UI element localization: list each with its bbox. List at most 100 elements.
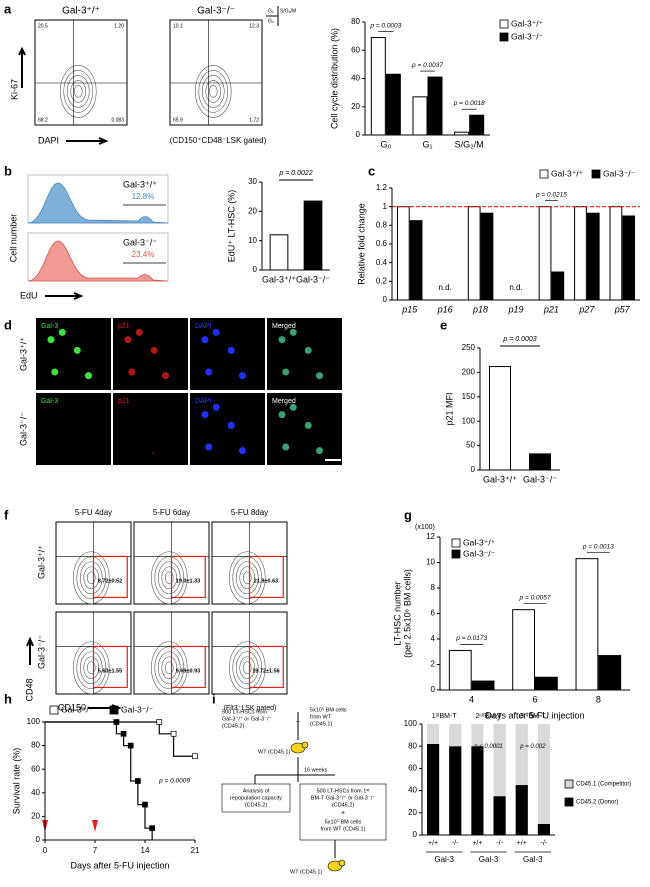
group-title: 1ˢᵗBM-T (432, 713, 458, 720)
y-axis-label: LT-HSC number (392, 581, 402, 645)
bar-segment (471, 746, 484, 835)
label: S/G₂/M (280, 8, 296, 14)
cell (278, 336, 286, 344)
annotation: p = 0.0003 (369, 22, 401, 29)
bar (529, 453, 551, 471)
legend-label: Gal-3⁻/⁻ (603, 168, 636, 178)
contour (63, 70, 94, 113)
contour (194, 65, 232, 118)
legend-swatch (564, 797, 574, 807)
cell (278, 411, 286, 419)
label: G₁ (268, 8, 274, 14)
x-axis-label: Days after 5-FU injection (485, 710, 584, 720)
y-tick-label: 0.4 (376, 258, 388, 267)
cell (289, 328, 297, 336)
group-title: 2ⁿᵈBM-T (475, 713, 502, 720)
bar (471, 680, 495, 691)
contour (154, 556, 185, 600)
y-tick-label: 0 (471, 465, 476, 474)
annotation: p = 0.002 (519, 744, 546, 750)
y-tick-label: 250 (462, 343, 476, 352)
cell (47, 336, 55, 344)
label: from WT (310, 714, 332, 720)
cell (152, 452, 154, 454)
injection-marker (92, 820, 98, 832)
label: G₀ (268, 18, 274, 24)
label: 23.4% (132, 250, 155, 259)
annotation: p = 0.0003 (502, 336, 536, 343)
cell (282, 368, 290, 376)
label: (Flt3⁻LSK gated) (224, 705, 277, 712)
cell (282, 443, 290, 451)
x-tick-label: +/+ (517, 840, 527, 847)
contour (239, 656, 256, 680)
gate (248, 555, 284, 599)
row-label: Gal-3⁺/⁺ (18, 337, 28, 371)
x-tick-label: p16 (437, 304, 453, 314)
legend-swatch (591, 169, 601, 179)
contour (83, 656, 100, 680)
bar-segment (449, 724, 462, 747)
cell (239, 447, 246, 455)
x-tick-label: p57 (614, 304, 631, 314)
bar (551, 271, 565, 301)
micrograph (267, 393, 342, 465)
annotation: p = 0.0037 (411, 62, 443, 69)
label: Merged (272, 398, 296, 405)
legend-label: Gal-3⁺/⁺ (61, 704, 94, 714)
legend-label: Gal-3⁻/⁻ (511, 31, 544, 41)
micrograph (190, 318, 265, 390)
cell (162, 372, 169, 380)
cell (227, 421, 235, 429)
y-tick-label: 10 (248, 236, 257, 245)
y-tick-label: 20 (31, 812, 40, 821)
group-label: Gal-3 (523, 855, 543, 864)
y-tick-label: 150 (462, 392, 476, 401)
cell (304, 346, 312, 354)
legend-label: Gal-3⁺/⁺ (463, 537, 496, 547)
contour (79, 561, 103, 595)
bar (412, 96, 428, 136)
label: (CD150⁺CD48⁻LSK gated) (170, 136, 267, 145)
contour (86, 571, 96, 585)
y-axis-label: Cell cycle distribution (%) (329, 28, 339, 129)
y-tick-label: 0 (36, 835, 41, 844)
legend-swatch (499, 19, 509, 29)
cell (201, 336, 209, 344)
label: 65.9 (173, 117, 183, 123)
x-tick-label: p18 (472, 304, 488, 314)
bar-segment (426, 724, 440, 744)
legend-label: CD45.2 (Donor) (576, 800, 618, 806)
gate-key (266, 5, 326, 27)
micrograph (113, 393, 188, 465)
label: (x100) (415, 524, 435, 531)
contour (232, 646, 263, 690)
x-tick-label: 14 (141, 846, 150, 855)
bar-segment (426, 743, 440, 835)
annotation: p = 0.0173 (455, 635, 487, 642)
label: BM-T Gal-3⁺/⁺ or Gal-3⁻/⁻ (311, 794, 375, 801)
contour (150, 551, 188, 605)
bar-segment (515, 785, 528, 835)
annotation: p = 0.0013 (582, 543, 614, 550)
annotation: n.d. (438, 283, 451, 292)
y-tick-label: 0 (356, 130, 361, 139)
panel-label: d (4, 317, 12, 332)
contour (79, 651, 103, 685)
cell (227, 346, 235, 354)
x-tick-label: S/G₂/M (455, 139, 484, 149)
contour (86, 661, 96, 675)
contour (83, 566, 100, 590)
flow-plot (34, 19, 128, 126)
contour (208, 85, 218, 98)
y-tick-label: 80 (408, 741, 417, 750)
label: Gal-3⁻/⁻ (123, 237, 157, 247)
group-label: Gal-3 (434, 855, 454, 864)
flow-plot (169, 19, 263, 126)
label: 1.72 (249, 117, 259, 123)
bar (396, 206, 410, 301)
panel-label: c (368, 163, 375, 178)
arrow (18, 46, 26, 88)
label: DAPI (195, 398, 211, 405)
